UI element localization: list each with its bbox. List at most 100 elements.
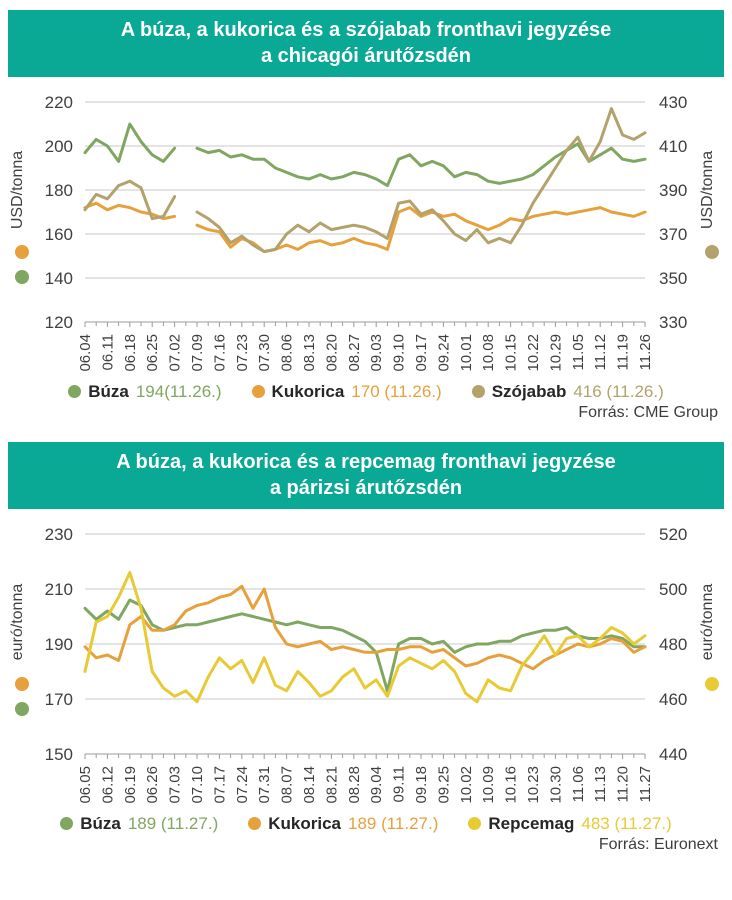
svg-text:430: 430 — [659, 93, 687, 112]
legend-value-kukorica-paris: 189 (11.27.) — [347, 813, 439, 833]
svg-text:07.17: 07.17 — [211, 766, 228, 804]
svg-text:08.20: 08.20 — [323, 334, 340, 372]
svg-text:160: 160 — [45, 225, 73, 244]
svg-text:330: 330 — [659, 313, 687, 332]
svg-text:190: 190 — [45, 635, 73, 654]
repcemag-series-dot-icon — [468, 817, 482, 831]
svg-text:08.13: 08.13 — [301, 334, 318, 372]
kukorica-series-dot-icon — [248, 817, 262, 831]
svg-text:170: 170 — [45, 690, 73, 709]
paris-title-line2: a párizsi árutőzsdén — [269, 477, 463, 500]
svg-text:07.16: 07.16 — [211, 334, 228, 372]
legend-item-szojabab: Szójabab 416 (11.26.) — [471, 381, 664, 402]
svg-text:11.26: 11.26 — [637, 334, 654, 370]
svg-text:09.03: 09.03 — [368, 334, 385, 372]
legend-value-szojabab: 416 (11.26.) — [573, 381, 664, 401]
legend-value-repcemag: 483 (11.27.) — [581, 813, 672, 833]
svg-text:10.23: 10.23 — [525, 766, 542, 804]
svg-text:08.28: 08.28 — [346, 766, 363, 804]
svg-text:08.06: 08.06 — [279, 334, 296, 372]
kukorica-series-dot-icon — [251, 385, 265, 399]
svg-text:500: 500 — [659, 580, 687, 599]
legend-value-kukorica: 170 (11.26.) — [351, 381, 442, 401]
svg-text:euró/tonna: euró/tonna — [699, 583, 716, 660]
legend-item-kukorica-paris: Kukorica 189 (11.27.) — [248, 814, 438, 834]
svg-text:350: 350 — [659, 269, 687, 288]
svg-text:06.19: 06.19 — [122, 766, 139, 804]
svg-text:08.07: 08.07 — [279, 766, 296, 804]
svg-text:120: 120 — [45, 313, 73, 332]
legend-name-buza-paris: Búza — [80, 813, 121, 833]
svg-text:390: 390 — [659, 181, 687, 200]
svg-text:09.10: 09.10 — [391, 334, 408, 372]
svg-text:10.15: 10.15 — [503, 334, 520, 372]
svg-text:150: 150 — [45, 745, 73, 764]
svg-text:06.26: 06.26 — [144, 766, 161, 804]
svg-text:06.05: 06.05 — [77, 766, 94, 804]
svg-text:10.22: 10.22 — [525, 334, 542, 372]
svg-text:460: 460 — [659, 690, 687, 709]
svg-text:11.12: 11.12 — [592, 334, 609, 370]
svg-text:410: 410 — [659, 137, 687, 156]
svg-text:200: 200 — [45, 137, 73, 156]
paris-title-line1: A búza, a kukorica és a repcemag frontha… — [116, 450, 616, 473]
svg-text:USD/tonna: USD/tonna — [9, 151, 26, 229]
svg-text:09.11: 09.11 — [391, 766, 408, 802]
svg-text:11.05: 11.05 — [570, 334, 587, 370]
svg-text:10.16: 10.16 — [503, 766, 520, 804]
paris-legend: Búza 189 (11.27.) Kukorica 189 (11.27.) … — [0, 814, 732, 834]
buza-series-dot-icon — [60, 817, 74, 831]
svg-text:USD/tonna: USD/tonna — [699, 151, 716, 229]
paris-chart-block: A búza, a kukorica és a repcemag frontha… — [0, 441, 732, 854]
paris-title-bar: A búza, a kukorica és a repcemag frontha… — [8, 441, 724, 509]
legend-item-buza: Búza 194(11.26.) — [68, 381, 222, 402]
chicago-title-bar: A búza, a kukorica és a szójabab frontha… — [8, 10, 724, 77]
svg-text:11.20: 11.20 — [615, 766, 632, 802]
legend-item-kukorica: Kukorica 170 (11.26.) — [251, 381, 442, 402]
svg-text:11.19: 11.19 — [615, 334, 632, 370]
svg-text:07.30: 07.30 — [256, 334, 273, 372]
chicago-chart-plot: 120 330 140 350 160 370 180 390 200 410 220 430 06.0… — [9, 93, 719, 372]
svg-text:220: 220 — [45, 93, 73, 112]
szojabab-series-dot-icon — [471, 385, 485, 399]
svg-text:06.04: 06.04 — [77, 334, 94, 372]
legend-name-buza: Búza — [88, 381, 129, 401]
svg-text:06.18: 06.18 — [122, 334, 139, 372]
legend-item-repcemag: Repcemag 483 (11.27.) — [468, 813, 672, 834]
svg-text:10.02: 10.02 — [458, 766, 475, 804]
svg-text:10.08: 10.08 — [480, 334, 497, 372]
svg-text:140: 140 — [45, 269, 73, 288]
svg-text:11.27: 11.27 — [637, 766, 654, 802]
chicago-legend: Búza 194(11.26.) Kukorica 170 (11.26.) S… — [0, 382, 732, 402]
svg-text:370: 370 — [659, 225, 687, 244]
legend-value-buza-paris: 189 (11.27.) — [127, 813, 219, 833]
chicago-source: Forrás: CME Group — [578, 403, 718, 421]
chicago-chart-block: A búza, a kukorica és a szójabab frontha… — [0, 10, 732, 422]
svg-text:480: 480 — [659, 635, 687, 654]
chicago-title-line2: a chicagói árutőzsdén — [260, 45, 472, 68]
svg-text:08.14: 08.14 — [301, 766, 318, 804]
svg-text:11.06: 11.06 — [570, 766, 587, 802]
buza-series-dot-icon — [68, 385, 82, 399]
svg-text:180: 180 — [45, 181, 73, 200]
legend-item-buza-paris: Búza 189 (11.27.) — [60, 814, 218, 834]
chicago-title-line1: A búza, a kukorica és a szójabab frontha… — [120, 19, 612, 41]
svg-text:09.25: 09.25 — [435, 766, 452, 804]
svg-text:10.30: 10.30 — [547, 766, 564, 804]
svg-text:07.09: 07.09 — [189, 334, 206, 372]
svg-text:10.29: 10.29 — [547, 334, 564, 372]
svg-text:euró/tonna: euró/tonna — [9, 583, 26, 660]
svg-text:07.24: 07.24 — [234, 766, 251, 804]
legend-name-repcemag: Repcemag — [488, 813, 575, 833]
svg-text:09.24: 09.24 — [435, 334, 452, 372]
svg-text:07.31: 07.31 — [256, 766, 273, 804]
legend-name-szojabab: Szójabab — [491, 381, 567, 401]
svg-text:07.10: 07.10 — [189, 766, 206, 804]
svg-text:09.04: 09.04 — [368, 766, 385, 804]
svg-text:11.13: 11.13 — [592, 766, 609, 802]
legend-name-kukorica-paris: Kukorica — [268, 813, 341, 833]
svg-text:09.17: 09.17 — [413, 334, 430, 372]
legend-value-buza: 194(11.26.) — [135, 381, 222, 401]
paris-chart-plot: 150 440 170 460 190 480 210 500 230 520 06.05 06.12… — [9, 525, 719, 804]
svg-text:440: 440 — [659, 745, 687, 764]
